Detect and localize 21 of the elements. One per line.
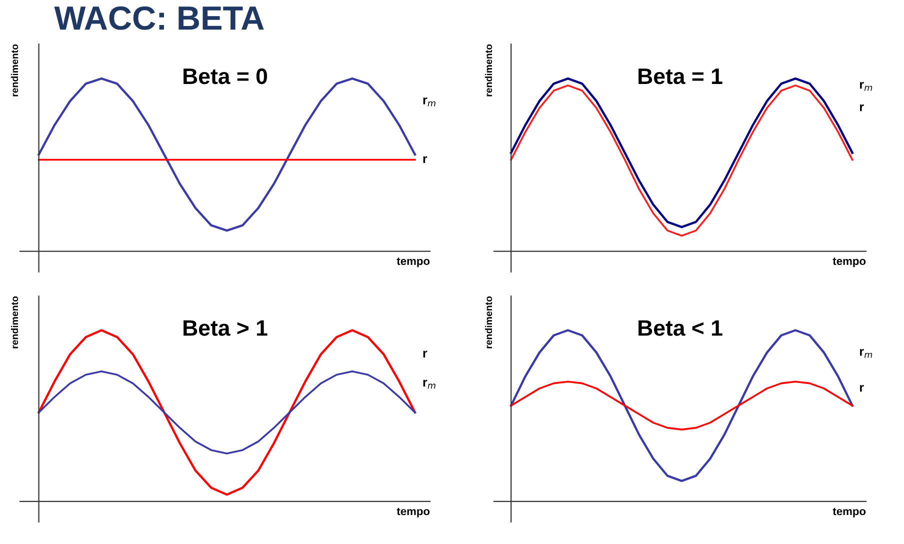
x-axis-title: tempo: [832, 508, 866, 518]
annotation: Beta < 1: [638, 320, 722, 336]
x-axis-title: tempo: [396, 508, 430, 518]
series-label: r: [423, 156, 428, 163]
text: r$_{m}$: [860, 82, 872, 91]
series-label: r$_{m}$: [423, 380, 436, 389]
text: r: [860, 104, 864, 112]
annotation: Beta > 1: [184, 320, 268, 336]
y-axis-title: rendimento: [484, 44, 492, 96]
y-axis-title: rendimento: [10, 296, 18, 348]
chart-title: WACC: BETA: [54, 6, 264, 30]
annotation: Beta = 1: [638, 68, 722, 84]
series-label: r: [860, 384, 864, 392]
x-axis-title: tempo: [832, 258, 866, 268]
y-axis-title: rendimento: [484, 296, 492, 348]
x-axis-title: tempo: [396, 258, 430, 268]
y-axis-title: rendimento: [10, 44, 18, 96]
annotation: Beta = 0: [184, 68, 268, 84]
text: r: [423, 350, 428, 358]
text: r$_{m}$: [423, 97, 436, 106]
text: r$_{m}$: [860, 348, 872, 358]
